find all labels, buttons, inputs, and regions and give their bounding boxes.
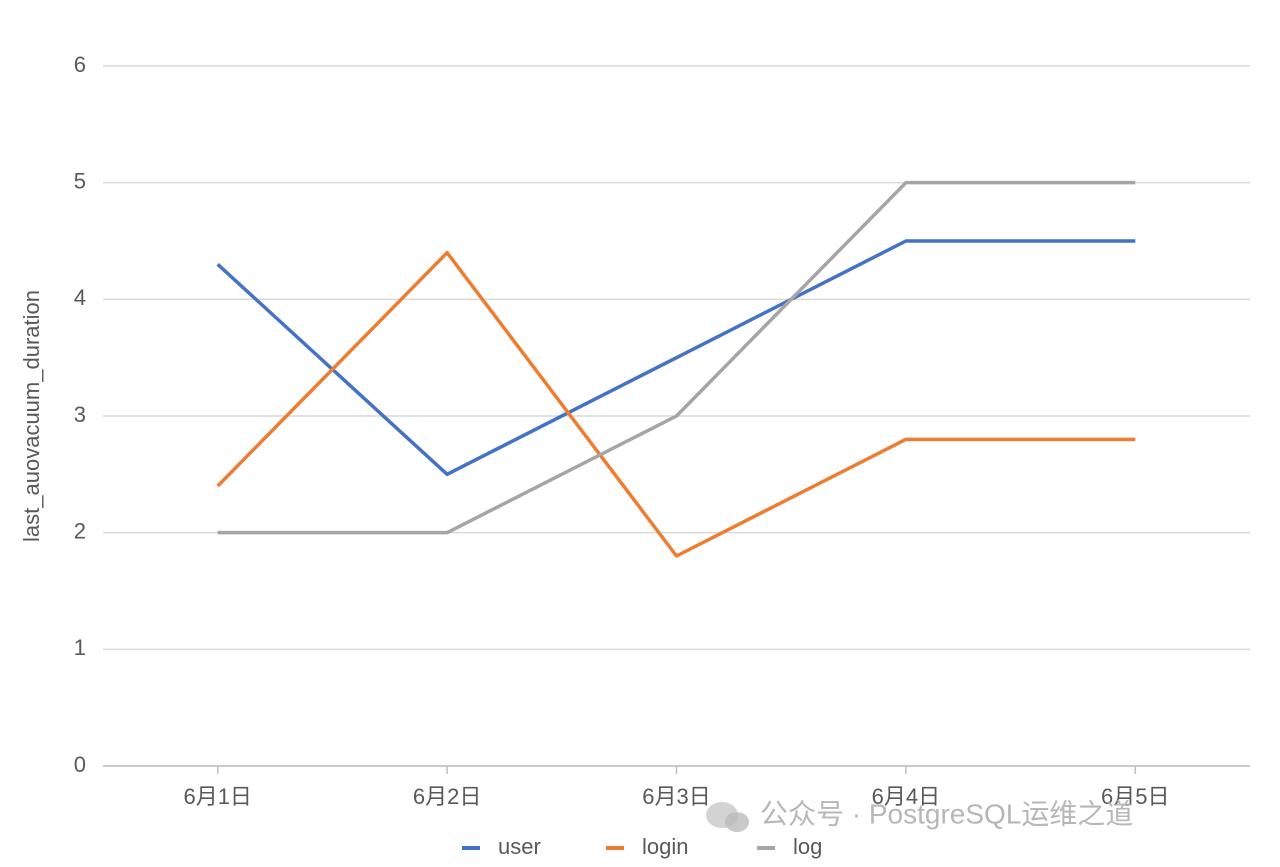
y-tick-label: 1 (74, 635, 86, 660)
y-tick-label: 6 (74, 52, 86, 77)
watermark-icon (725, 812, 749, 832)
x-tick-label: 6月5日 (1101, 784, 1169, 809)
y-tick-label: 4 (74, 285, 86, 310)
y-tick-label: 0 (74, 752, 86, 777)
series-line (216, 250, 1136, 558)
x-tick-label: 6月2日 (413, 784, 481, 809)
y-tick-label: 5 (74, 168, 86, 193)
legend-label: log (793, 834, 822, 859)
series-line (217, 180, 1136, 535)
y-axis-label: last_auovacuum_duration (19, 290, 44, 542)
legend-label: login (642, 834, 688, 859)
x-tick-label: 6月1日 (183, 784, 251, 809)
y-tick-label: 3 (74, 402, 86, 427)
legend-label: user (498, 834, 541, 859)
y-tick-label: 2 (74, 518, 86, 543)
series-line (216, 239, 1136, 477)
x-tick-label: 6月3日 (642, 784, 710, 809)
watermark: 公众号 · PostgreSQL运维之道 (760, 798, 1133, 829)
x-tick-label: 6月4日 (872, 784, 940, 809)
